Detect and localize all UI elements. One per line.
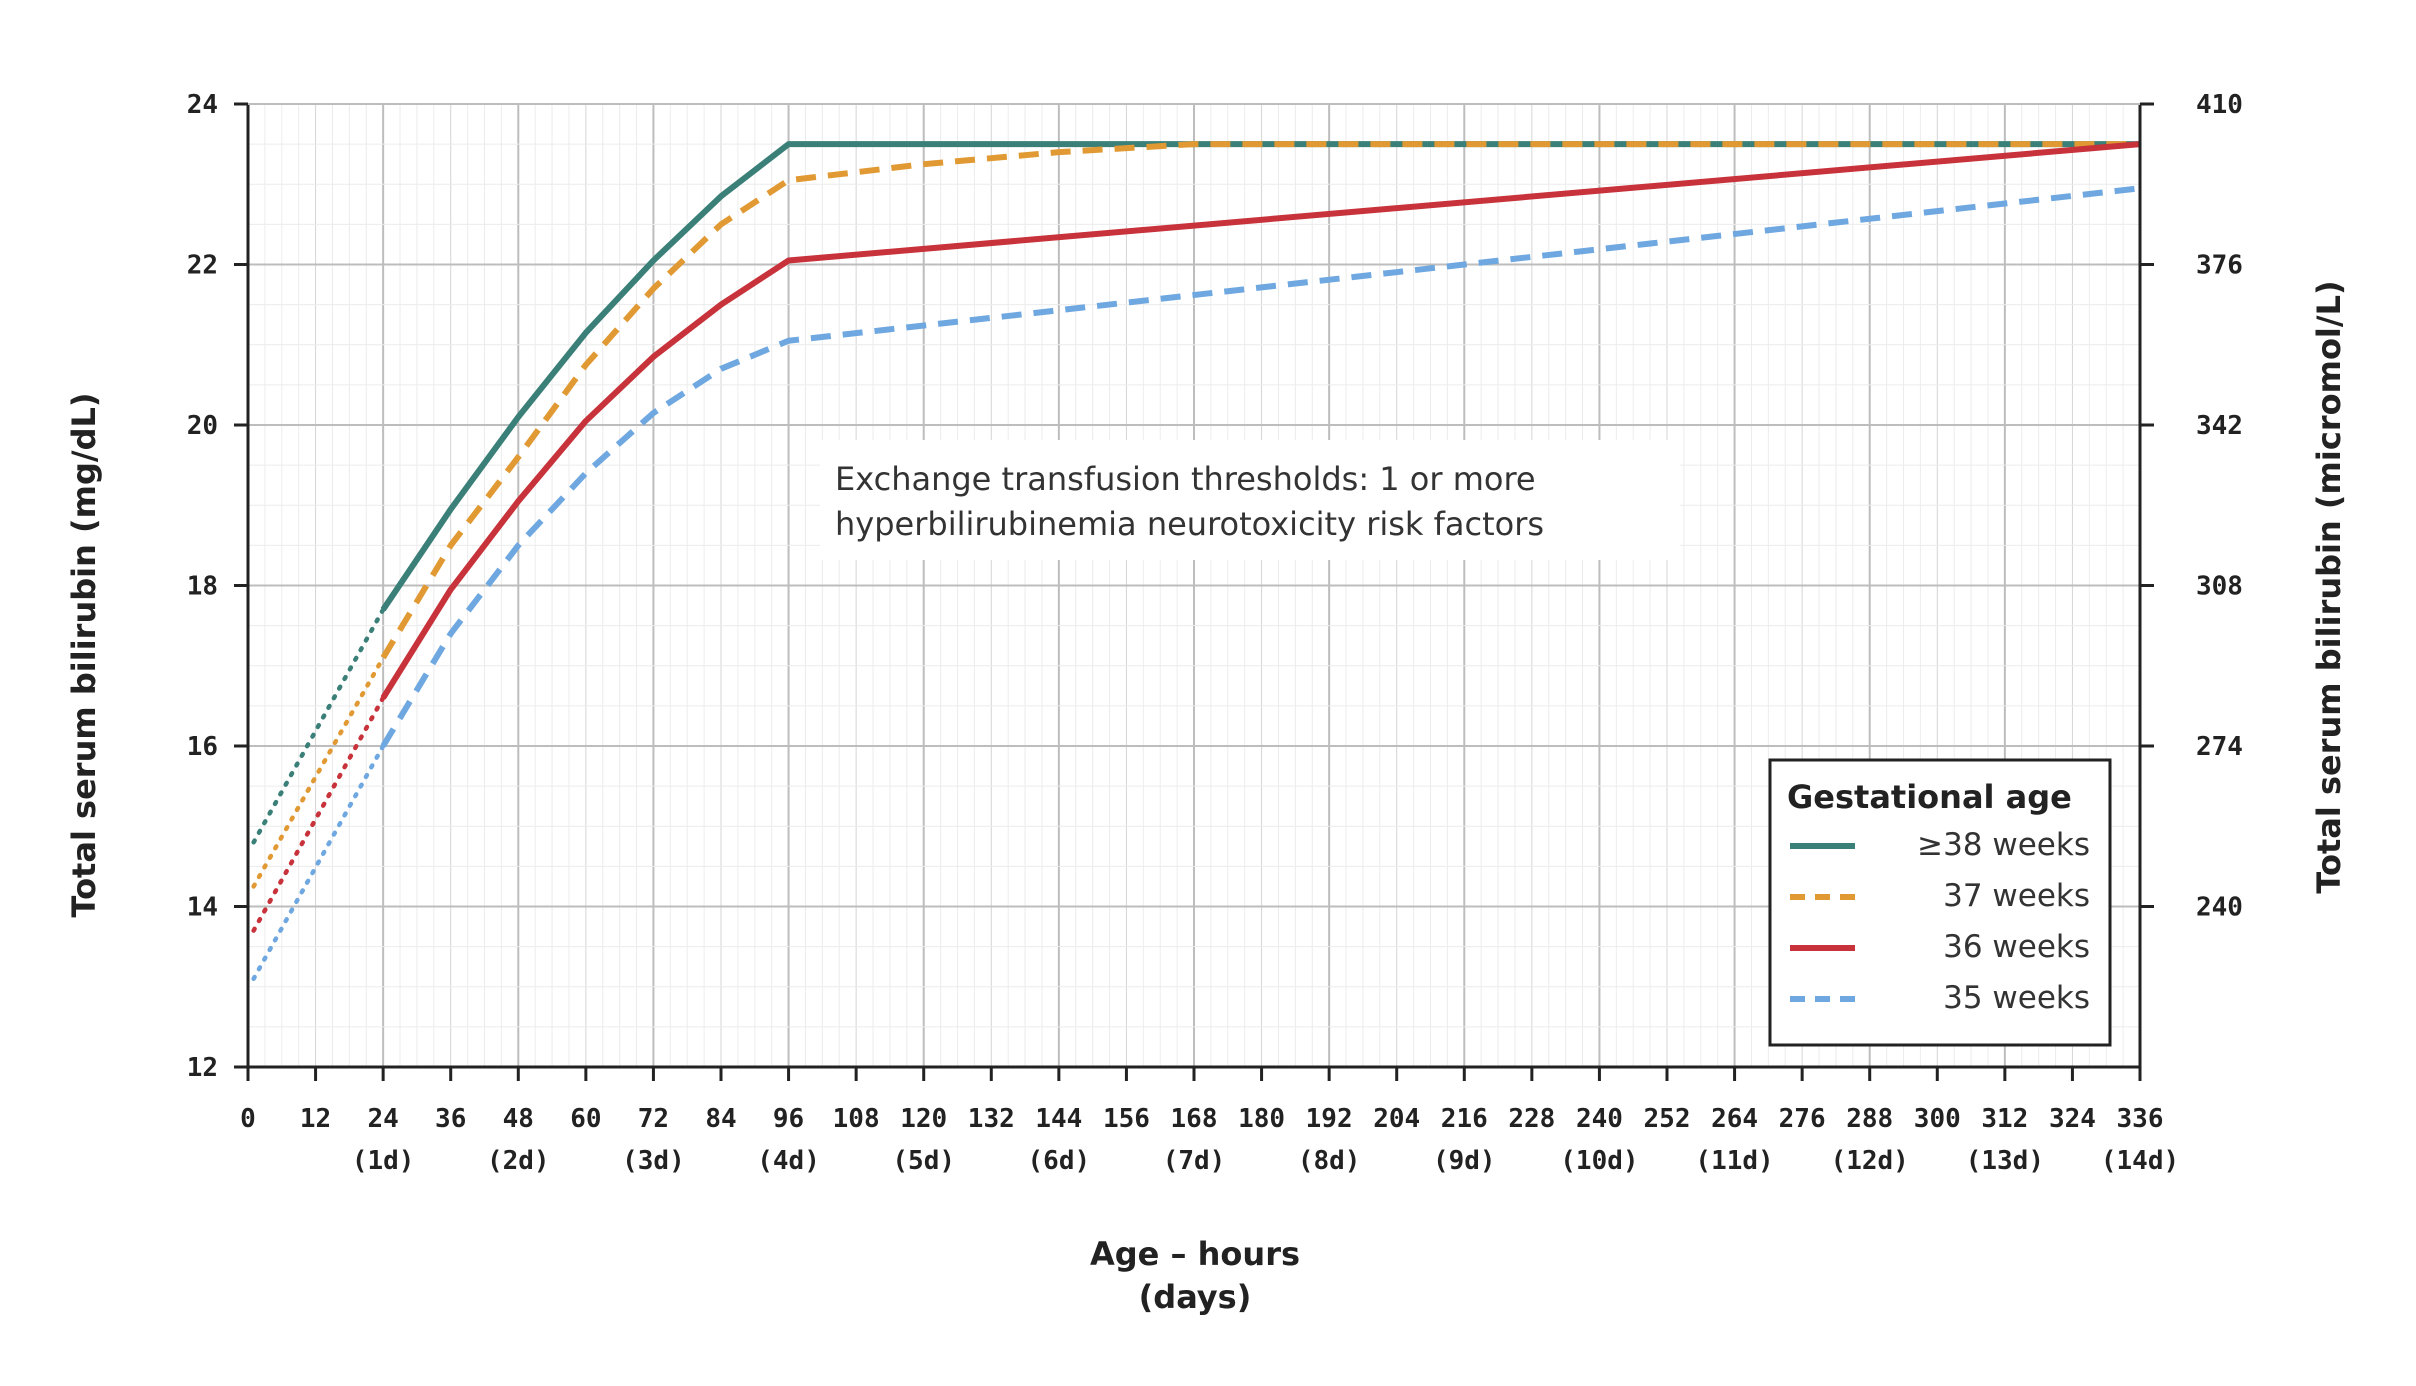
- x-day-label: (7d): [1163, 1146, 1226, 1176]
- x-day-label: (8d): [1298, 1146, 1361, 1176]
- annotation-background: [820, 440, 1680, 560]
- x-tick-label: 276: [1779, 1104, 1826, 1134]
- x-tick-label: 24: [367, 1104, 398, 1134]
- x-tick-label: 84: [705, 1104, 736, 1134]
- annotation: Exchange transfusion thresholds: 1 or mo…: [820, 440, 1680, 560]
- legend-label: 35 weeks: [1943, 980, 2090, 1016]
- x-tick-label: 324: [2049, 1104, 2096, 1134]
- x-tick-label: 60: [570, 1104, 601, 1134]
- tick-labels: 0 12 24 36 48 60 72 84 96 108 120 132 144 156 168 180 19…: [187, 90, 2243, 1176]
- series-extrapolation-line: [251, 743, 386, 981]
- series-1: [251, 141, 2140, 889]
- x-tick-label: 48: [503, 1104, 534, 1134]
- series-line: [380, 185, 2141, 748]
- x-axis-title-line-1: Age – hours: [1090, 1235, 1300, 1273]
- x-day-label: (10d): [1560, 1146, 1638, 1176]
- x-tick-label: 252: [1644, 1104, 1691, 1134]
- x-tick-label: 192: [1306, 1104, 1353, 1134]
- annotation-line-2: hyperbilirubinemia neurotoxicity risk fa…: [835, 505, 1544, 543]
- x-tick-label: 12: [300, 1104, 331, 1134]
- x-day-label: (6d): [1028, 1146, 1091, 1176]
- legend: Gestational age ≥38 weeks 37 weeks 36 week…: [1768, 758, 2112, 1047]
- x-tick-label: 300: [1914, 1104, 1961, 1134]
- x-tick-label: 336: [2117, 1104, 2164, 1134]
- x-day-label: (5d): [892, 1146, 955, 1176]
- y-tick-label-right: 240: [2196, 893, 2243, 923]
- x-day-label: (13d): [1966, 1146, 2044, 1176]
- x-tick-label: 0: [240, 1104, 256, 1134]
- y-axis-title-right: Total serum bilirubin (micromol/L): [2310, 280, 2348, 893]
- x-day-label: (2d): [487, 1146, 550, 1176]
- x-day-label: (14d): [2101, 1146, 2179, 1176]
- x-tick-label: 96: [773, 1104, 804, 1134]
- x-day-label: (4d): [757, 1146, 820, 1176]
- legend-items: ≥38 weeks 37 weeks 36 weeks 35 weeks: [1790, 827, 2090, 1016]
- x-tick-label: 72: [638, 1104, 669, 1134]
- x-tick-label: 204: [1373, 1104, 1420, 1134]
- series-extrapolation-line: [251, 695, 386, 933]
- y-axis-title-left: Total serum bilirubin (mg/dL): [65, 392, 103, 917]
- x-tick-label: 168: [1171, 1104, 1218, 1134]
- y-tick-label-right: 342: [2196, 411, 2243, 441]
- x-day-label: (9d): [1433, 1146, 1496, 1176]
- legend-label: 36 weeks: [1943, 929, 2090, 965]
- axes: [234, 102, 2154, 1081]
- y-tick-label-right: 376: [2196, 251, 2243, 281]
- x-tick-label: 180: [1238, 1104, 1285, 1134]
- x-day-label: (11d): [1695, 1146, 1773, 1176]
- y-tick-label-right: 308: [2196, 572, 2243, 602]
- series-line: [380, 141, 2140, 660]
- series-0: [251, 141, 2140, 845]
- series-2: [251, 141, 2141, 933]
- x-tick-label: 312: [1981, 1104, 2028, 1134]
- legend-label: 37 weeks: [1943, 878, 2090, 914]
- y-tick-label-left: 16: [187, 732, 218, 762]
- x-tick-label: 264: [1711, 1104, 1758, 1134]
- x-day-label: (1d): [352, 1146, 415, 1176]
- series-extrapolation-line: [251, 607, 386, 845]
- y-tick-label-left: 12: [187, 1053, 218, 1083]
- series-3: [251, 185, 2141, 981]
- annotation-line-1: Exchange transfusion thresholds: 1 or mo…: [835, 460, 1536, 498]
- legend-title: Gestational age: [1787, 778, 2072, 816]
- y-tick-label-right: 274: [2196, 732, 2243, 762]
- x-tick-label: 240: [1576, 1104, 1623, 1134]
- series-line: [380, 141, 2140, 612]
- y-tick-label-right: 410: [2196, 90, 2243, 120]
- y-tick-label-left: 18: [187, 572, 218, 602]
- x-tick-label: 108: [833, 1104, 880, 1134]
- x-axis-title-line-2: (days): [1139, 1278, 1252, 1316]
- y-tick-label-left: 14: [187, 893, 218, 923]
- x-day-label: (3d): [622, 1146, 685, 1176]
- y-tick-label-left: 24: [187, 90, 218, 120]
- x-day-label: (12d): [1831, 1146, 1909, 1176]
- x-tick-label: 144: [1035, 1104, 1082, 1134]
- y-tick-label-left: 22: [187, 251, 218, 281]
- x-tick-label: 288: [1846, 1104, 1893, 1134]
- x-tick-label: 228: [1508, 1104, 1555, 1134]
- series-extrapolation-line: [251, 655, 386, 889]
- x-tick-label: 36: [435, 1104, 466, 1134]
- x-tick-label: 216: [1441, 1104, 1488, 1134]
- legend-label: ≥38 weeks: [1917, 827, 2090, 863]
- axis-titles: Age – hours (days) Total serum bilirubin…: [65, 280, 2348, 1316]
- x-tick-label: 156: [1103, 1104, 1150, 1134]
- y-tick-label-left: 20: [187, 411, 218, 441]
- x-tick-label: 120: [900, 1104, 947, 1134]
- x-tick-label: 132: [968, 1104, 1015, 1134]
- series-layer: [251, 141, 2141, 981]
- series-line: [380, 141, 2141, 700]
